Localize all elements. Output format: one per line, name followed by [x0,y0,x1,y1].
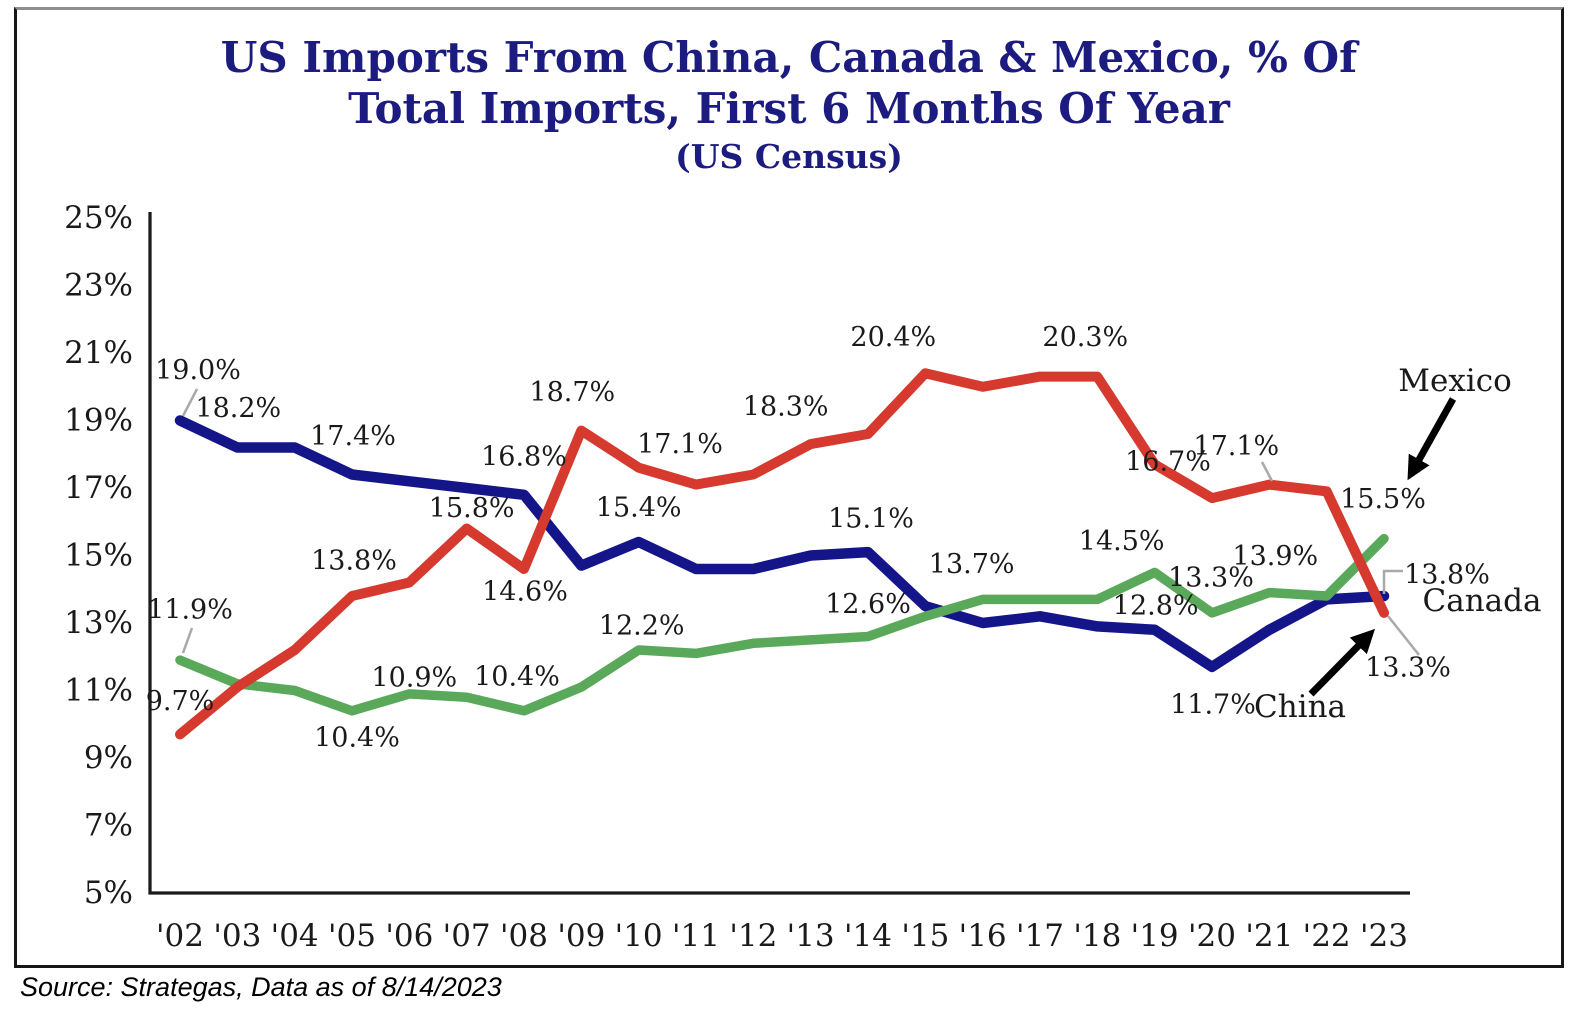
data-label-mexico-2020: 13.3% [1168,562,1254,593]
x-tick-label: '03 [213,918,261,954]
series-line-canada [174,415,1390,673]
x-tick-label: '17 [1016,918,1064,954]
x-tick-label: '22 [1303,918,1351,954]
data-label-canada-2008: 16.8% [481,441,567,472]
axis-lines [148,212,1410,895]
data-label-mexico-2019: 14.5% [1079,526,1165,557]
y-tick-label: 19% [64,403,133,439]
data-label-canada-2014: 15.1% [828,504,914,535]
chart-title-line1: US Imports From China, Canada & Mexico, … [220,33,1358,82]
x-tick-label: '21 [1245,918,1293,954]
mexico-arrow [1407,397,1457,481]
x-tick-label: '20 [1188,918,1236,954]
x-tick-label: '04 [271,918,319,954]
series-line-mexico [175,533,1389,716]
x-tick-label: '16 [959,918,1007,954]
data-label-mexico-2008: 10.4% [474,661,560,692]
data-label-china-2005: 13.8% [311,546,397,577]
data-label-mexico-2010: 12.2% [599,611,685,642]
data-label-canada-2002: 19.0% [155,355,241,386]
y-tick-label: 13% [64,605,133,641]
x-tick-label: '19 [1131,918,1179,954]
data-label-china-2008: 14.6% [482,577,568,608]
data-label-mexico-2014: 12.6% [825,589,911,620]
x-tick-label: '18 [1073,918,1121,954]
data-label-mexico-2002: 11.9% [147,595,233,626]
x-tick-label: '11 [672,918,720,954]
x-tick-label: '15 [901,918,949,954]
data-label-china-2015: 20.4% [850,322,936,353]
y-tick-label: 17% [64,470,133,506]
series-label-canada: Canada [1423,583,1542,619]
data-label-canada-2023: 13.8% [1404,560,1490,591]
y-tick-label: 15% [64,538,133,574]
data-label-china-2021: 17.1% [1193,431,1279,462]
leader-mexico-2002 [181,627,194,654]
x-tick-label: '08 [500,918,548,954]
y-tick-label: 7% [84,808,133,844]
x-tick-label: '12 [729,918,777,954]
data-label-mexico-2006: 10.9% [371,662,457,693]
leader-canada-2023 [1382,569,1403,594]
x-tick-label: '14 [844,918,892,954]
data-label-canada-2005: 17.4% [310,421,396,452]
leader-china-2023 [1387,615,1420,656]
y-tick-label: 21% [64,335,133,371]
y-tick-label: 11% [64,673,133,709]
x-tick-label: '23 [1360,918,1408,954]
y-tick-label: 9% [84,740,133,776]
y-tick-label: 25% [64,200,133,236]
data-label-china-2018: 20.3% [1042,322,1128,353]
data-label-china-2011: 17.1% [637,429,723,460]
data-label-mexico-2021: 13.9% [1232,541,1318,572]
data-label-canada-2003: 18.2% [195,393,281,424]
data-label-mexico-2016: 13.7% [929,549,1015,580]
series-line-china [175,368,1389,740]
data-label-canada-2010: 15.4% [596,493,682,524]
data-label-canada-2020: 11.7% [1170,689,1256,720]
chart-title: US Imports From China, Canada & Mexico, … [14,32,1564,179]
x-tick-label: '05 [328,918,376,954]
x-tick-label: '02 [156,918,204,954]
series-label-mexico: Mexico [1398,363,1512,399]
chart-title-line2: Total Imports, First 6 Months Of Year [348,84,1230,133]
data-label-china-2009: 18.7% [529,377,615,408]
x-tick-label: '10 [615,918,663,954]
chart-subtitle: (US Census) [675,137,903,176]
x-tick-label: '13 [787,918,835,954]
leader-china-2021 [1260,461,1274,482]
y-tick-label: 23% [64,268,133,304]
series-label-china: China [1254,689,1346,725]
data-label-mexico-2005: 10.4% [314,722,400,753]
x-tick-label: '06 [385,918,433,954]
data-label-china-2020: 16.7% [1125,447,1211,478]
leader-canada-2002 [181,388,199,417]
data-label-china-2023: 13.3% [1365,652,1451,683]
data-label-china-2002: 9.7% [146,686,215,717]
data-label-china-2007: 15.8% [429,493,515,524]
x-tick-label: '07 [443,918,491,954]
x-tick-label: '09 [557,918,605,954]
data-label-china-2013: 18.3% [743,392,829,423]
data-label-canada-2019: 12.8% [1113,590,1199,621]
source-note: Source: Strategas, Data as of 8/14/2023 [20,972,502,1002]
y-tick-label: 5% [84,875,133,911]
data-label-mexico-2023: 15.5% [1340,484,1426,515]
china-arrow [1308,628,1376,697]
